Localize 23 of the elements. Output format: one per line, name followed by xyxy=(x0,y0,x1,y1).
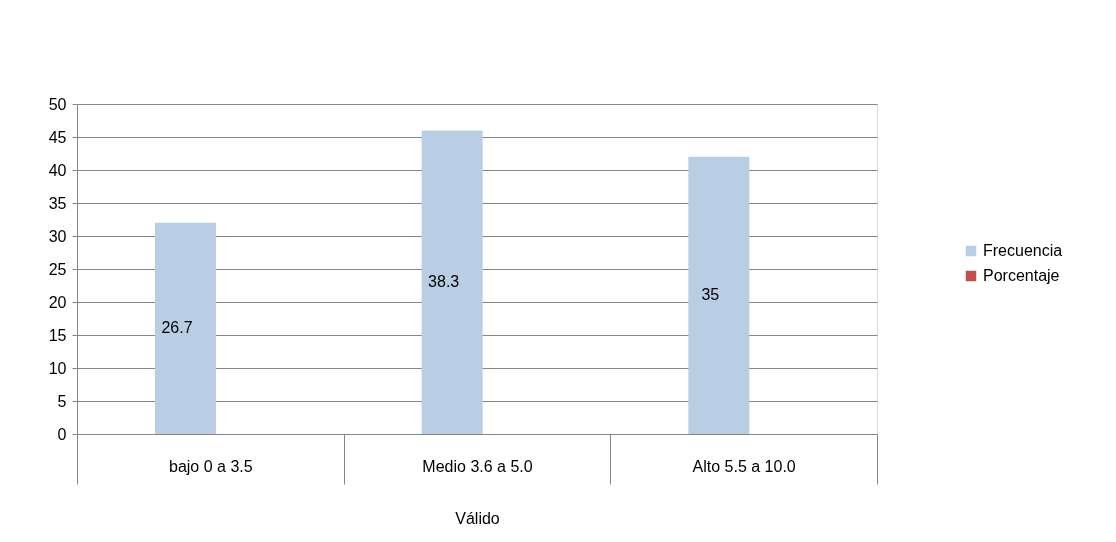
y-tick-label: 20 xyxy=(48,293,67,311)
y-tick-label: 25 xyxy=(48,260,67,278)
legend-label: Frecuencia xyxy=(983,242,1063,259)
x-tick-label: Medio 3.6 a 5.0 xyxy=(422,457,533,475)
annotation: 35 xyxy=(701,286,720,304)
y-tick-label: 0 xyxy=(57,425,67,443)
bar xyxy=(155,222,216,434)
legend-label: Porcentaje xyxy=(983,267,1060,284)
y-tick-label: 45 xyxy=(48,128,67,146)
y-tick-label: 35 xyxy=(48,194,67,212)
x-axis-title: Válido xyxy=(455,510,500,527)
bar xyxy=(688,156,750,434)
y-tick-label: 30 xyxy=(48,227,67,245)
y-tick-label: 10 xyxy=(48,359,67,377)
x-tick-label: Alto 5.5 a 10.0 xyxy=(692,457,796,475)
y-tick-label: 15 xyxy=(48,326,67,344)
bar xyxy=(421,130,483,434)
y-tick-label: 40 xyxy=(48,161,67,179)
annotation: 38.3 xyxy=(428,273,460,291)
y-tick-label: 50 xyxy=(48,95,67,113)
x-tick-label: bajo 0 a 3.5 xyxy=(169,457,253,475)
y-tick-label: 5 xyxy=(57,392,67,410)
annotation: 26.7 xyxy=(161,319,193,337)
